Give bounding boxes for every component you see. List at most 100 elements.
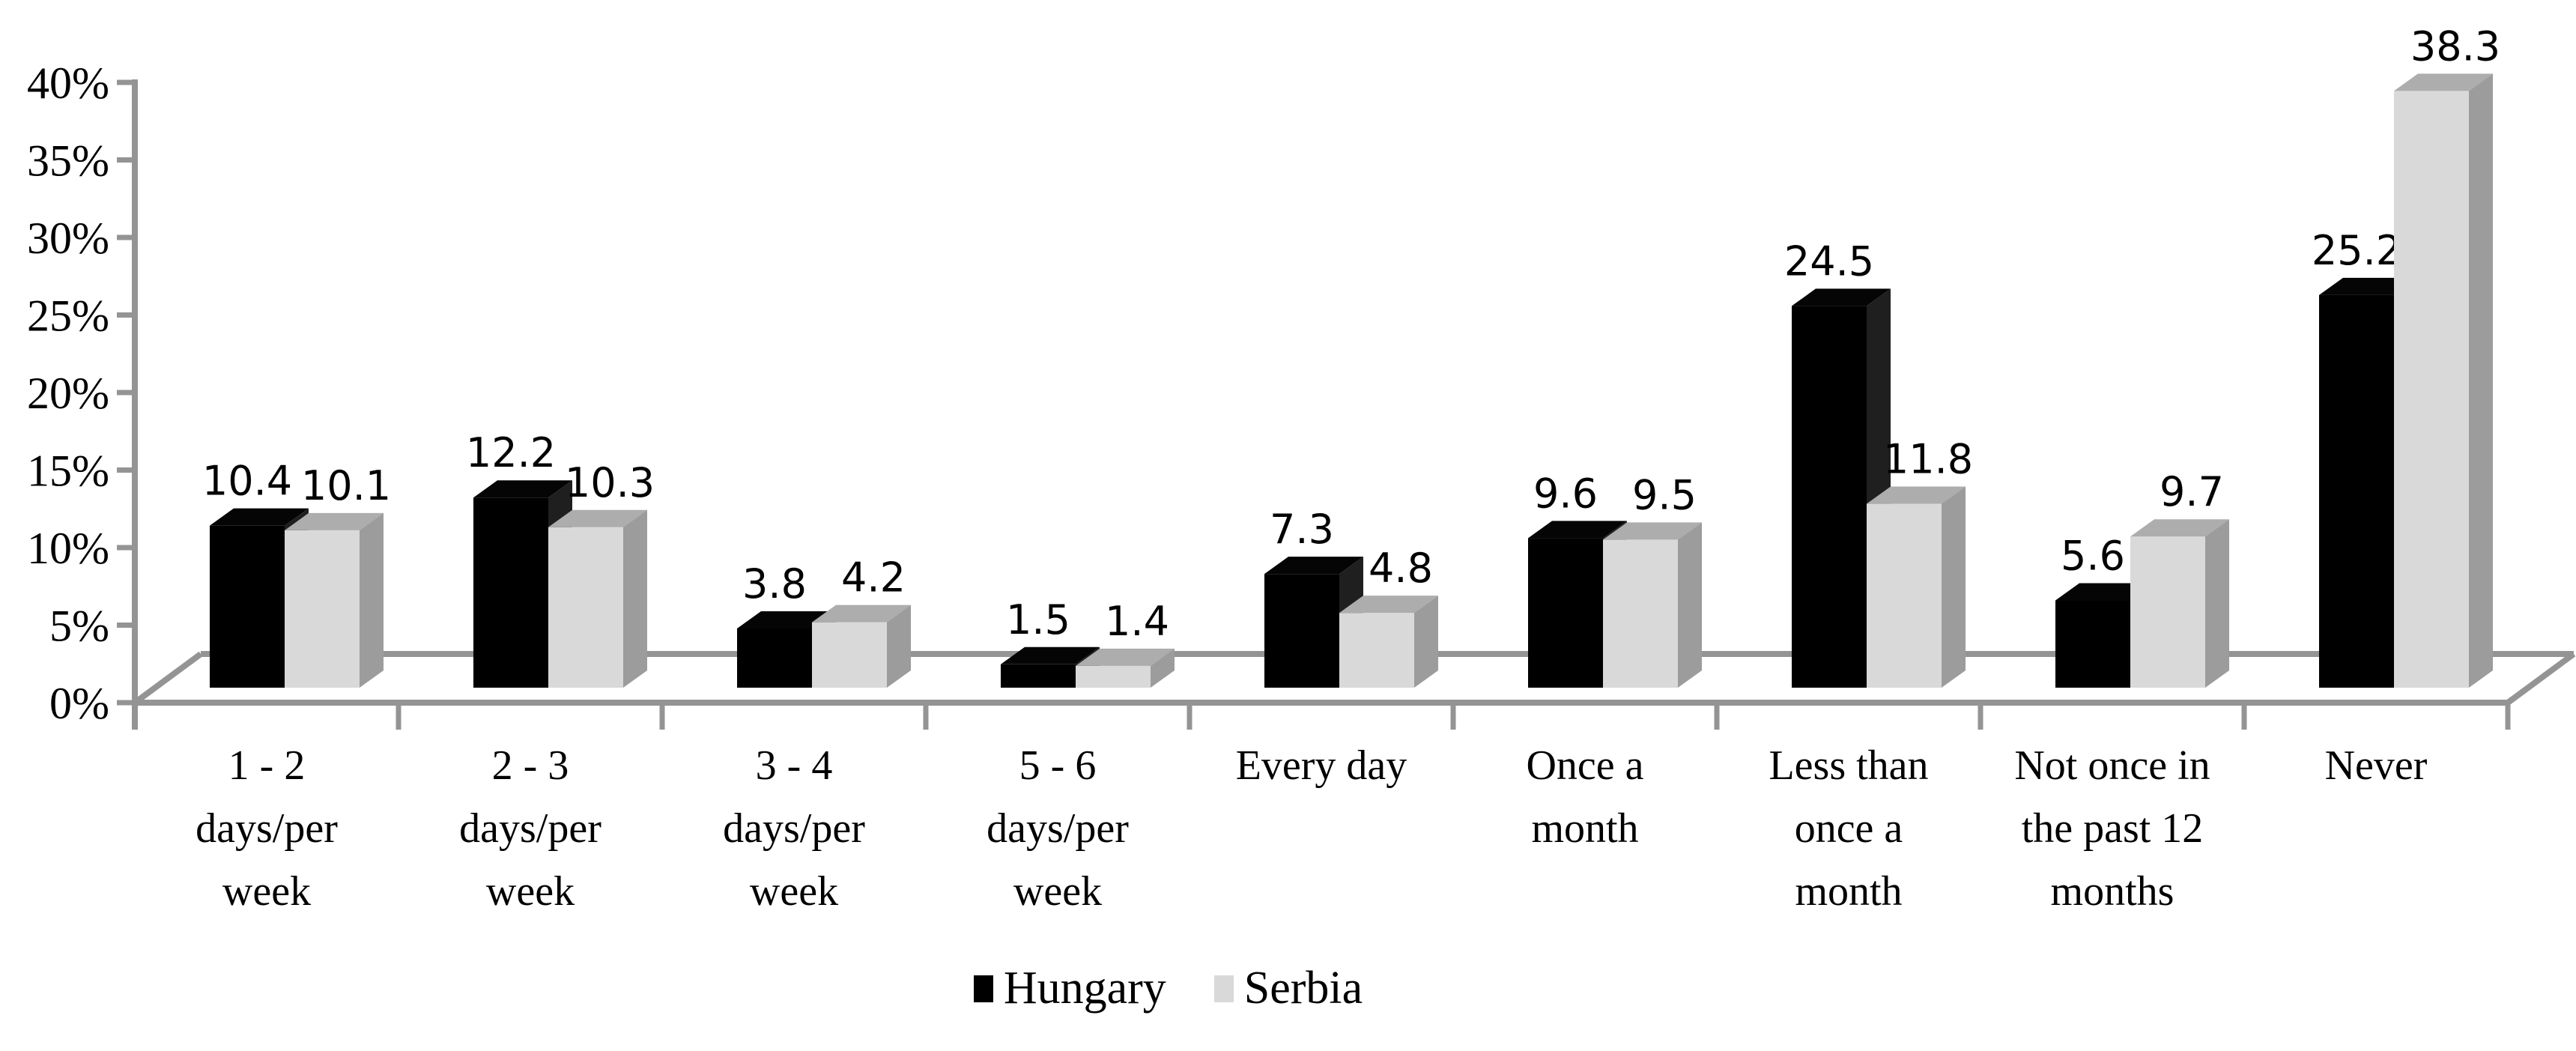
bar-front-serbia-5 [1603,539,1678,688]
bar-top-hungary-7 [2055,583,2154,601]
category-label-0-line-1: days/per [196,805,338,852]
category-label-6-line-2: month [1795,868,1902,915]
bar-label-serbia-6: 11.8 [1883,436,1973,483]
bar-top-hungary-2 [737,611,836,629]
category-label-3-line-2: week [1013,868,1102,915]
bar-front-hungary-4 [1264,574,1339,688]
bar-side-serbia-2 [887,605,911,688]
bar-front-hungary-8 [2319,294,2394,688]
bar-label-serbia-2: 4.2 [841,554,906,602]
category-label-2-line-0: 3 - 4 [756,742,833,789]
bar-front-serbia-8 [2394,91,2469,688]
bar-label-hungary-8: 25.2 [2312,227,2401,274]
category-label-4-line-0: Every day [1236,742,1407,789]
bar-label-hungary-2: 3.8 [742,560,807,608]
bar-label-serbia-1: 10.3 [565,459,655,506]
category-label-5-line-0: Once a [1526,742,1643,789]
category-label-8-line-0: Never [2325,742,2428,789]
bar-side-serbia-6 [1942,486,1966,688]
bar-label-serbia-7: 9.7 [2160,468,2224,515]
bar-label-hungary-5: 9.6 [1533,470,1598,517]
category-label-7-line-2: months [2051,868,2175,915]
category-label-2-line-2: week [750,868,838,915]
bar-front-hungary-1 [473,497,548,688]
ytick-label-30%: 30% [27,213,109,263]
category-label-0-line-2: week [222,868,311,915]
bar-label-serbia-5: 9.5 [1632,471,1697,518]
bar-front-serbia-4 [1339,613,1414,688]
bar-top-serbia-6 [1867,486,1966,504]
bar-top-serbia-0 [285,512,384,530]
bar-top-hungary-1 [473,480,572,498]
category-label-7-line-1: the past 12 [2022,805,2204,852]
legend-swatch-serbia [1213,975,1234,1002]
bar-side-serbia-0 [360,512,384,688]
category-label-2-line-1: days/per [723,805,865,852]
bar-top-serbia-2 [812,605,911,623]
bar-side-serbia-7 [2205,519,2229,688]
bar-label-hungary-6: 24.5 [1784,237,1874,285]
legend-label-hungary: Hungary [1003,963,1166,1014]
bar-top-hungary-0 [210,508,309,526]
bar-label-hungary-0: 10.4 [202,458,292,505]
bar-top-serbia-8 [2394,73,2493,91]
bar-front-serbia-3 [1076,665,1151,688]
bar-front-hungary-7 [2055,600,2130,688]
ytick-label-20%: 20% [27,369,109,418]
bar-top-hungary-5 [1528,521,1627,539]
bar-label-serbia-8: 38.3 [2410,22,2500,70]
bar-top-hungary-4 [1264,557,1363,575]
bar-front-serbia-1 [548,527,623,688]
bar-side-serbia-4 [1414,596,1438,688]
category-label-3-line-1: days/per [987,805,1129,852]
ytick-label-15%: 15% [27,446,109,496]
category-label-5-line-1: month [1531,805,1638,852]
legend-swatch-hungary [973,975,993,1002]
bar-top-hungary-3 [1001,646,1100,664]
category-label-6-line-1: once a [1795,805,1903,852]
ytick-label-35%: 35% [27,136,109,186]
legend-item-serbia: Serbia [1213,962,1363,1015]
bar-label-serbia-0: 10.1 [301,462,391,509]
legend: Hungary Serbia [0,962,2456,1015]
legend-item-hungary: Hungary [973,962,1166,1015]
bar-top-serbia-3 [1076,648,1175,666]
category-label-0-line-0: 1 - 2 [228,742,306,789]
ytick-label-25%: 25% [27,291,109,341]
bar-label-serbia-4: 4.8 [1369,545,1433,592]
bar-label-hungary-1: 12.2 [466,429,556,476]
bar-side-serbia-1 [623,509,647,688]
category-label-3-line-0: 5 - 6 [1019,742,1097,789]
category-label-1-line-2: week [486,868,575,915]
bar-top-hungary-6 [1792,288,1891,306]
bar-front-serbia-7 [2130,536,2205,688]
floor-right-edge [2506,651,2576,706]
ytick-label-10%: 10% [27,524,109,573]
bar-front-serbia-0 [285,530,360,688]
bar-label-hungary-3: 1.5 [1006,596,1070,643]
bar-front-hungary-3 [1001,664,1076,688]
bar-top-serbia-7 [2130,519,2229,537]
bar-label-serbia-3: 1.4 [1105,598,1169,645]
legend-label-serbia: Serbia [1243,963,1363,1014]
bar-top-hungary-8 [2319,277,2418,295]
bar-top-serbia-5 [1603,522,1702,540]
bar-front-hungary-2 [737,628,812,688]
bar-side-serbia-8 [2469,73,2493,688]
bar-front-hungary-5 [1528,538,1603,688]
bar-top-serbia-1 [548,509,647,527]
bar-front-hungary-0 [210,525,285,688]
ytick-label-0%: 0% [49,679,109,728]
bar-top-serbia-4 [1339,596,1438,614]
floor-left-edge [133,651,203,706]
bar-side-serbia-5 [1678,522,1702,688]
bar-side-serbia-3 [1151,648,1175,688]
category-label-1-line-1: days/per [459,805,601,852]
ytick-label-5%: 5% [49,602,109,651]
bar-front-serbia-6 [1867,503,1942,688]
bar-label-hungary-7: 5.6 [2061,533,2125,580]
ytick-label-40%: 40% [27,58,109,108]
bar-front-hungary-6 [1792,306,1867,688]
